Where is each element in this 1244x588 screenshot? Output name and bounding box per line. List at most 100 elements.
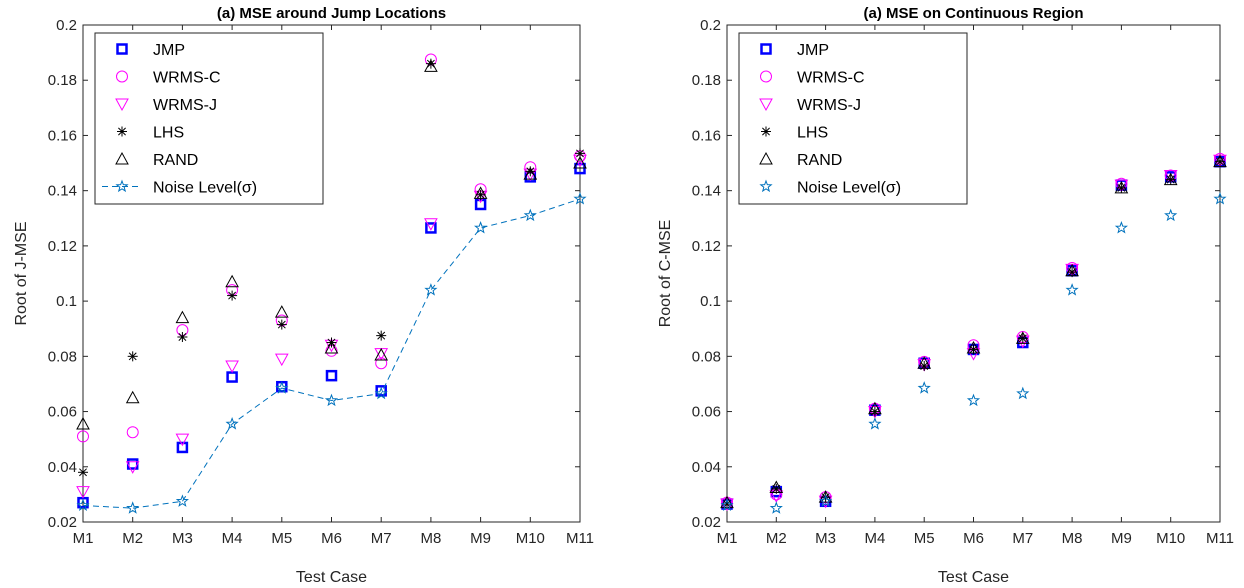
x-tick-label: M6 (963, 530, 984, 547)
legend-marker-wrms-j (759, 98, 773, 112)
legend-label: Noise Level(σ) (797, 180, 901, 197)
series-line-noise-level (82, 198, 581, 509)
legend-marker-rand (115, 151, 129, 165)
data-point-rand (1065, 263, 1079, 277)
x-axis-label: Test Case (938, 569, 1009, 586)
legend-marker-jmp (116, 43, 128, 55)
legend-label: WRMS-J (153, 97, 217, 114)
data-point-noise-level (126, 501, 140, 514)
y-tick-label: 0.08 (48, 348, 77, 365)
data-point-rand (1114, 180, 1129, 194)
x-tick-label: M4 (864, 530, 885, 547)
data-point-rand (324, 341, 339, 354)
data-point-noise-level (523, 208, 537, 222)
data-point-lhs (78, 467, 88, 478)
y-tick-label: 0.04 (692, 459, 721, 476)
x-tick-label: M1 (73, 530, 94, 547)
legend-marker-wrms-c (116, 70, 128, 83)
legend: JMP WRMS-C WRMS-J LHS RAND Noise Level(σ) (94, 32, 324, 205)
chart-title: (a) MSE around Jump Locations (217, 5, 446, 22)
x-tick-label: M4 (222, 530, 243, 547)
series-rand (76, 59, 587, 430)
x-tick-label: M3 (172, 530, 193, 547)
x-tick-label: M11 (1206, 530, 1234, 547)
legend-marker-jmp (760, 43, 772, 55)
data-point-jmp (574, 162, 586, 175)
data-point-rand (769, 480, 784, 493)
data-point-wrms-j (1114, 179, 1129, 193)
legend-label: LHS (153, 125, 184, 142)
series-lhs (78, 58, 585, 478)
left-chart-jump-mse: 0.02 0.04 0.06 0.08 0.1 0.12 0.14 0.16 0.18 0.2 M1… (13, 5, 594, 586)
y-tick-label: 0.06 (692, 404, 721, 421)
data-point-noise-level (1213, 192, 1227, 205)
data-point-rand (1163, 172, 1178, 186)
data-point-noise-level (225, 417, 239, 430)
data-point-rand (225, 274, 239, 288)
series-noise-level (76, 192, 587, 514)
data-point-rand (818, 490, 833, 503)
y-tick-label: 0.06 (48, 404, 77, 421)
data-point-rand (966, 341, 981, 354)
data-point-rand (917, 356, 932, 369)
data-point-jmp (325, 369, 338, 382)
y-tick-label: 0.1 (56, 293, 77, 310)
data-point-noise-level (275, 381, 289, 394)
data-point-noise-level (1016, 386, 1030, 400)
data-point-rand (424, 59, 438, 72)
data-point-noise-level (1114, 221, 1128, 234)
x-tick-label: M2 (766, 530, 787, 547)
legend-marker-wrms-j (115, 98, 129, 112)
data-point-rand (125, 390, 140, 404)
legend: JMP WRMS-C WRMS-J LHS RAND Noise Level(σ) (738, 32, 968, 205)
x-tick-label: M8 (420, 530, 441, 547)
legend-label: LHS (797, 125, 828, 142)
data-point-jmp (474, 198, 487, 211)
y-tick-label: 0.12 (48, 238, 77, 255)
data-point-noise-level (720, 498, 734, 512)
data-point-lhs (376, 330, 387, 341)
legend-box (94, 32, 324, 205)
x-tick-label: M8 (1062, 530, 1083, 547)
data-point-wrms-j (274, 353, 289, 367)
series-noise-level (720, 192, 1227, 514)
data-point-noise-level (424, 283, 438, 296)
data-point-noise-level (76, 498, 90, 512)
data-point-noise-level (324, 393, 339, 407)
series-rand (720, 154, 1227, 509)
legend-label: WRMS-J (797, 97, 861, 114)
x-tick-label: M7 (371, 530, 392, 547)
legend-label: JMP (797, 42, 829, 59)
x-tick-label: M3 (815, 530, 836, 547)
y-tick-label: 0.02 (48, 514, 77, 531)
data-point-noise-level (819, 494, 833, 507)
legend-label: WRMS-C (797, 70, 865, 87)
data-point-noise-level (175, 494, 189, 507)
x-tick-label: M6 (321, 530, 342, 547)
legend-marker-rand (759, 151, 773, 165)
data-point-noise-level (868, 417, 882, 430)
y-tick-label: 0.12 (692, 238, 721, 255)
x-tick-label: M10 (516, 530, 545, 547)
data-point-lhs (227, 290, 238, 301)
data-point-wrms-j (175, 433, 190, 447)
y-tick-label: 0.18 (692, 72, 721, 89)
y-tick-label: 0.16 (692, 127, 721, 144)
data-point-lhs (276, 319, 287, 330)
legend-marker-noise-level (759, 179, 773, 193)
y-tick-label: 0.08 (692, 348, 721, 365)
legend-label: Noise Level(σ) (153, 180, 257, 197)
y-tick-label: 0.02 (692, 514, 721, 531)
data-point-lhs (177, 332, 188, 343)
y-tick-label: 0.2 (700, 17, 721, 34)
data-point-noise-level (966, 393, 981, 407)
data-point-lhs (919, 360, 930, 371)
data-point-noise-level (474, 221, 488, 234)
x-tick-label: M2 (122, 530, 143, 547)
x-tick-label: M11 (566, 530, 594, 547)
data-point-wrms-c (375, 357, 388, 370)
x-tick-label: M9 (470, 530, 491, 547)
data-point-wrms-j (225, 360, 239, 374)
legend-label: RAND (797, 152, 842, 169)
